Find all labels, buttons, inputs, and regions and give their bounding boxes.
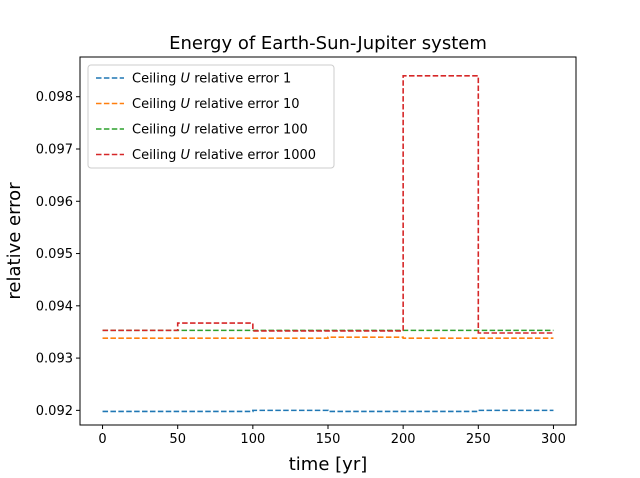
- legend-label-4: Ceiling U relative error 1000: [132, 148, 316, 163]
- y-tick-label: 0.094: [36, 299, 73, 314]
- x-tick-label: 100: [240, 432, 265, 447]
- legend-label-3: Ceiling U relative error 100: [132, 123, 308, 138]
- plot-area: 0 50 100 150 200 250 300 0.0920.0930.0940.0950…: [36, 56, 577, 447]
- legend-box: [87, 64, 335, 169]
- y-tick-label: 0.093: [36, 352, 73, 367]
- series-line-4: [102, 75, 554, 334]
- series-layer: [102, 75, 554, 413]
- legend-label-prefix: Ceiling: [132, 148, 181, 163]
- x-tick-label: 150: [316, 432, 341, 447]
- legend-label-variable: U: [181, 72, 191, 87]
- x-axis-ticks: 0 50 100 150 200 250 300: [98, 425, 566, 447]
- legend-label-variable: U: [181, 123, 191, 138]
- legend-label-prefix: Ceiling: [132, 72, 181, 87]
- x-tick-label: 250: [466, 432, 491, 447]
- y-tick-label: 0.095: [36, 247, 73, 262]
- x-tick-label: 0: [98, 432, 106, 447]
- x-tick-label: 50: [169, 432, 186, 447]
- x-tick-label: 200: [391, 432, 416, 447]
- legend-label-suffix: relative error 1: [190, 72, 291, 87]
- x-axis-label: time [yr]: [289, 454, 368, 475]
- legend-label-prefix: Ceiling: [132, 97, 181, 112]
- chart-title: Energy of Earth-Sun-Jupiter system: [169, 33, 487, 54]
- legend-label-prefix: Ceiling: [132, 123, 181, 138]
- y-tick-label: 0.092: [36, 404, 73, 419]
- series-line-1: [102, 409, 554, 413]
- legend-label-variable: U: [181, 97, 191, 112]
- series-line-2: [102, 336, 554, 340]
- legend-label-2: Ceiling U relative error 10: [132, 97, 300, 112]
- legend-label-suffix: relative error 100: [190, 123, 308, 138]
- x-tick-label: 300: [541, 432, 566, 447]
- y-tick-label: 0.097: [36, 143, 73, 158]
- y-tick-label: 0.098: [36, 90, 73, 105]
- legend-label-suffix: relative error 10: [190, 97, 299, 112]
- legend-label-variable: U: [181, 148, 191, 163]
- y-tick-label: 0.096: [36, 195, 73, 210]
- y-axis-label: relative error: [4, 182, 25, 300]
- legend-label-suffix: relative error 1000: [190, 148, 316, 163]
- y-axis-ticks: 0.092 0.093 0.094 0.095 0.096 0.097 0.098: [36, 90, 80, 419]
- legend-label-1: Ceiling U relative error 1: [132, 72, 291, 87]
